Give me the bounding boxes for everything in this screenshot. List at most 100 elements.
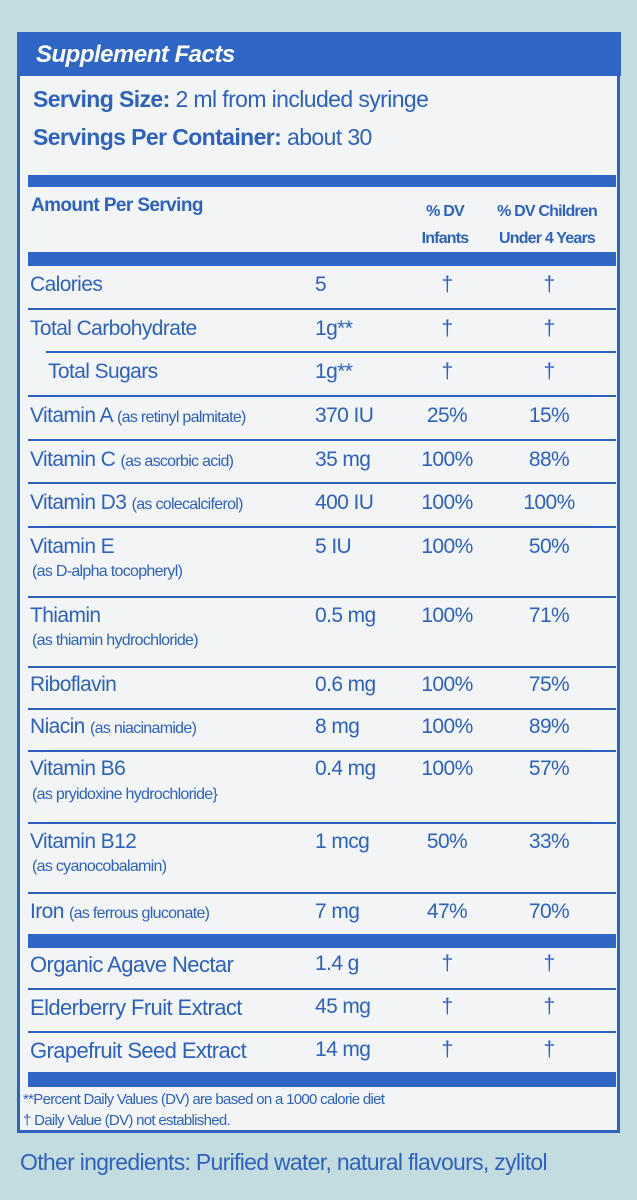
- nutrient-dv-infants: 100%: [421, 491, 473, 514]
- dv-children-header-line1: % DV Children: [497, 203, 598, 220]
- nutrient-amount: 7 mg: [315, 900, 360, 923]
- row-divider: [28, 482, 616, 484]
- nutrient-dv-children: 71%: [528, 604, 570, 627]
- row-divider: [28, 892, 616, 894]
- nutrient-dv-children: 75%: [528, 673, 570, 696]
- row-divider: [28, 666, 616, 668]
- nutrient-dv-infants: 100%: [421, 715, 473, 738]
- row-divider: [28, 308, 616, 310]
- nutrient-source: (as D-alpha tocopheryl): [32, 563, 183, 580]
- nutrient-dv-children: 100%: [523, 491, 575, 514]
- nutrient-row: Niacin (as niacinamide) 8 mg 100% 89%: [28, 710, 616, 752]
- ingredient-row: Grapefruit Seed Extract 14 mg † †: [28, 1033, 616, 1073]
- serving-size-label: Serving Size:: [33, 86, 170, 112]
- supplement-facts-panel: [17, 32, 620, 1133]
- row-divider: [28, 750, 616, 752]
- ingredient-name: Grapefruit Seed Extract: [30, 1038, 247, 1063]
- footnote-not-established: † Daily Value (DV) not established.: [23, 1112, 231, 1129]
- ingredient-amount: 45 mg: [315, 995, 371, 1018]
- row-divider: [46, 351, 616, 353]
- ingredient-dv-children: †: [543, 995, 555, 1018]
- row-divider: [28, 988, 616, 990]
- nutrient-label: Vitamin D3: [30, 491, 127, 514]
- amount-per-serving-header: Amount Per Serving: [31, 195, 203, 216]
- nutrient-row: Riboflavin 0.6 mg 100% 75%: [28, 668, 616, 710]
- servings-per-container: Servings Per Container: about 30: [33, 124, 372, 151]
- nutrient-amount: 5: [315, 273, 327, 296]
- nutrient-label: Niacin: [30, 715, 85, 738]
- nutrient-name: Total Carbohydrate: [30, 317, 197, 340]
- row-divider: [28, 526, 616, 528]
- nutrient-name: Total Sugars: [48, 360, 158, 383]
- nutrient-name: Vitamin D3 (as colecalciferol): [30, 491, 243, 515]
- row-divider: [28, 395, 616, 397]
- dv-infants-header-line1: % DV: [426, 203, 465, 220]
- ingredient-name: Organic Agave Nectar: [30, 952, 234, 977]
- nutrient-source: (as retinyl palmitate): [117, 409, 246, 426]
- nutrient-row: Vitamin E (as D-alpha tocopheryl) 5 IU 1…: [28, 528, 616, 598]
- nutrient-dv-infants: †: [441, 360, 453, 383]
- nutrient-dv-infants: 25%: [426, 404, 468, 427]
- nutrient-dv-infants: 100%: [421, 757, 473, 780]
- dv-infants-header: % DV Infants: [410, 198, 480, 252]
- nutrient-row: Vitamin D3 (as colecalciferol) 400 IU 10…: [28, 484, 616, 528]
- thick-divider: [28, 934, 616, 948]
- nutrient-amount: 1 mcg: [315, 830, 370, 853]
- nutrient-source: (as ascorbic acid): [120, 453, 234, 470]
- nutrient-amount: 370 IU: [315, 404, 374, 427]
- nutrient-name: Iron (as ferrous gluconate): [30, 900, 210, 924]
- ingredient-amount: 14 mg: [315, 1038, 371, 1061]
- nutrient-dv-children: †: [543, 317, 555, 340]
- nutrient-dv-children: †: [543, 273, 555, 296]
- nutrient-amount: 0.6 mg: [315, 673, 376, 696]
- servings-per-container-label: Servings Per Container:: [33, 124, 282, 150]
- ingredient-row: Organic Agave Nectar 1.4 g † †: [28, 948, 616, 990]
- nutrient-dv-children: 88%: [528, 448, 570, 471]
- nutrient-row: Vitamin B6 (as pryidoxine hydrochloride}…: [28, 752, 616, 824]
- row-divider: [28, 1031, 616, 1033]
- nutrient-amount: 0.4 mg: [315, 757, 376, 780]
- nutrient-name: Vitamin E: [30, 535, 115, 558]
- nutrient-dv-children: 89%: [528, 715, 570, 738]
- thick-divider: [28, 175, 616, 187]
- footnote-dv-basis: **Percent Daily Values (DV) are based on…: [23, 1091, 385, 1108]
- nutrient-source: (as cyanocobalamin): [32, 858, 167, 875]
- servings-per-container-value: about 30: [287, 124, 372, 150]
- panel-title: Supplement Facts: [36, 41, 235, 68]
- nutrient-source: (as ferrous gluconate): [69, 905, 210, 922]
- serving-size: Serving Size: 2 ml from included syringe: [33, 86, 429, 113]
- ingredient-dv-infants: †: [441, 995, 453, 1018]
- nutrient-name: Niacin (as niacinamide): [30, 715, 197, 739]
- serving-size-value: 2 ml from included syringe: [175, 86, 429, 112]
- nutrient-dv-infants: 47%: [426, 900, 468, 923]
- row-divider: [28, 439, 616, 441]
- nutrient-row: Vitamin A (as retinyl palmitate) 370 IU …: [28, 397, 616, 441]
- nutrient-amount: 400 IU: [315, 491, 374, 514]
- nutrient-amount: 0.5 mg: [315, 604, 376, 627]
- nutrient-source: (as thiamin hydrochloride): [32, 632, 199, 649]
- nutrient-row: Iron (as ferrous gluconate) 7 mg 47% 70%: [28, 894, 616, 934]
- nutrient-dv-infants: 100%: [421, 673, 473, 696]
- nutrient-row: Thiamin (as thiamin hydrochloride) 0.5 m…: [28, 598, 616, 668]
- nutrient-source: (as pryidoxine hydrochloride}: [32, 786, 218, 803]
- nutrient-source: (as niacinamide): [90, 720, 197, 737]
- ingredient-dv-children: †: [543, 1038, 555, 1061]
- nutrient-name: Thiamin: [30, 604, 101, 627]
- nutrient-dv-infants: †: [441, 273, 453, 296]
- nutrient-dv-infants: 100%: [421, 448, 473, 471]
- thick-divider: [28, 252, 616, 266]
- dv-infants-header-line2: Infants: [421, 230, 470, 247]
- nutrient-dv-children: 70%: [528, 900, 570, 923]
- nutrient-amount: 8 mg: [315, 715, 360, 738]
- nutrient-dv-children: 57%: [528, 757, 570, 780]
- nutrient-name: Riboflavin: [30, 673, 117, 696]
- nutrient-name: Vitamin A (as retinyl palmitate): [30, 404, 246, 428]
- nutrient-row: Total Sugars 1g** † †: [28, 353, 616, 397]
- ingredient-amount: 1.4 g: [315, 952, 359, 975]
- nutrient-dv-children: †: [543, 360, 555, 383]
- nutrient-amount: 1g**: [315, 317, 353, 340]
- dv-children-header-line2: Under 4 Years: [498, 230, 596, 247]
- nutrient-label: Vitamin A: [30, 404, 112, 427]
- nutrient-label: Vitamin C: [30, 448, 116, 471]
- nutrient-dv-children: 50%: [528, 535, 570, 558]
